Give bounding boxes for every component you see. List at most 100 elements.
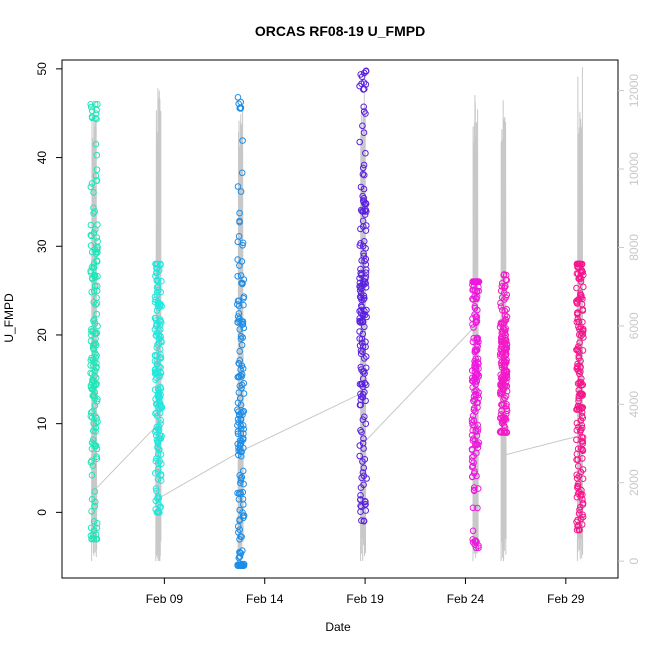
data-point: [497, 303, 505, 310]
data-point: [474, 504, 481, 512]
data-point: [474, 404, 481, 411]
data-point: [237, 395, 244, 402]
data-point: [151, 386, 159, 394]
data-point: [498, 376, 506, 383]
data-point: [574, 480, 582, 488]
data-point: [573, 260, 581, 268]
data-point: [91, 316, 98, 323]
data-point: [153, 269, 160, 277]
data-point: [470, 435, 477, 443]
data-point: [360, 517, 368, 525]
data-point: [234, 94, 242, 101]
data-point: [91, 101, 99, 108]
data-point: [154, 299, 162, 307]
data-point: [151, 293, 159, 301]
data-point: [239, 422, 247, 429]
data-point: [239, 137, 246, 144]
data-point: [154, 476, 162, 483]
data-point: [470, 398, 478, 405]
data-point: [473, 377, 480, 385]
data-point: [151, 314, 159, 322]
data-point: [473, 318, 481, 325]
data-point: [360, 108, 368, 115]
data-point: [576, 339, 583, 347]
data-point: [359, 122, 366, 130]
data-point: [580, 283, 587, 291]
data-point: [497, 345, 505, 353]
data-point: [359, 458, 366, 465]
data-point: [362, 353, 370, 360]
data-point: [359, 391, 367, 398]
data-point: [468, 416, 476, 424]
data-point: [153, 344, 161, 351]
data-point: [93, 445, 101, 453]
altitude-connection: [362, 325, 476, 444]
data-point: [578, 424, 586, 432]
data-point: [151, 352, 159, 359]
data-point: [360, 129, 368, 136]
data-point: [156, 409, 164, 417]
data-point: [89, 342, 97, 349]
data-point: [235, 302, 243, 310]
data-point: [152, 485, 160, 492]
data-point: [238, 318, 246, 326]
data-point: [236, 506, 243, 514]
data-point: [360, 464, 368, 472]
data-point: [88, 471, 96, 479]
data-point: [154, 385, 162, 393]
data-point: [87, 242, 95, 249]
data-point: [157, 477, 165, 484]
data-point: [240, 562, 247, 569]
data-point: [93, 166, 101, 173]
data-point: [154, 265, 161, 273]
data-point: [157, 333, 165, 341]
data-point: [503, 405, 511, 413]
data-points-layer: [87, 67, 587, 569]
data-point: [87, 413, 95, 420]
data-point: [360, 79, 368, 86]
data-point: [579, 391, 587, 398]
data-point: [579, 466, 587, 473]
data-point: [357, 265, 364, 273]
data-point: [91, 502, 98, 510]
data-point: [93, 310, 101, 318]
data-point: [361, 370, 368, 377]
data-point: [577, 503, 584, 511]
data-point: [358, 517, 365, 524]
data-point: [236, 549, 244, 556]
altitude-connection: [158, 450, 241, 499]
data-point: [356, 82, 363, 90]
data-point: [357, 183, 365, 191]
data-point: [360, 171, 368, 179]
data-point: [87, 231, 95, 239]
data-point: [88, 232, 95, 240]
data-point: [501, 376, 509, 383]
data-point: [239, 239, 247, 247]
data-point: [240, 514, 247, 522]
data-point: [356, 318, 364, 326]
data-point: [234, 256, 241, 263]
altitude-connection: [93, 423, 159, 491]
x-tick-label: Feb 09: [146, 592, 184, 606]
data-point: [469, 374, 476, 382]
data-point: [235, 408, 242, 416]
data-point: [579, 447, 587, 455]
data-point: [575, 462, 582, 470]
data-point: [90, 264, 97, 271]
data-point: [88, 370, 96, 378]
data-point: [360, 69, 368, 77]
data-point: [578, 437, 586, 445]
data-point: [497, 299, 504, 307]
data-point: [155, 423, 163, 431]
data-point: [358, 257, 366, 264]
data-point: [576, 390, 584, 397]
data-point: [357, 71, 365, 78]
data-point: [92, 226, 99, 233]
data-point: [88, 379, 96, 387]
data-point: [156, 326, 164, 333]
data-point: [236, 536, 243, 543]
data-point: [470, 404, 478, 412]
data-point: [156, 303, 164, 310]
data-point: [93, 246, 101, 253]
data-point: [497, 319, 505, 327]
